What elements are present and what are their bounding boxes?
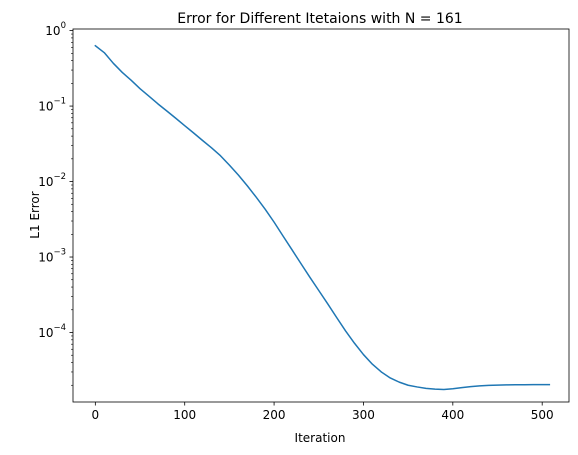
series-line	[94, 44, 551, 391]
x-tick-label: 200	[263, 408, 286, 422]
y-tick-label-base: 10	[38, 100, 53, 114]
x-axis-label: Iteration	[295, 431, 346, 445]
chart-title: Error for Different Itetaions with N = 1…	[177, 11, 462, 27]
plot-frame	[72, 28, 570, 403]
x-tick-label: 500	[531, 408, 554, 422]
y-tick-label: 10−1	[38, 97, 66, 114]
y-tick-label: 100	[45, 21, 66, 38]
x-tick-label: 400	[441, 408, 464, 422]
y-tick-label-base: 10	[38, 326, 53, 340]
x-axis: 0 100 200 300 400 500	[92, 402, 554, 422]
x-tick-label: 300	[352, 408, 375, 422]
plot-area	[94, 44, 551, 391]
y-tick-label-base: 10	[38, 251, 53, 265]
y-tick-label-exponent: −2	[53, 172, 66, 182]
y-tick-label-base: 10	[45, 24, 60, 38]
y-axis-label: L1 Error	[28, 191, 42, 238]
y-tick-label-exponent: −1	[53, 97, 66, 107]
y-tick-label-exponent: −3	[53, 248, 66, 258]
y-tick-label: 10−4	[38, 323, 66, 340]
y-tick-label: 10−3	[38, 248, 66, 265]
y-tick-label-exponent: 0	[61, 21, 66, 31]
x-tick-label: 0	[92, 408, 100, 422]
y-tick-label-base: 10	[38, 175, 53, 189]
x-tick-label: 100	[173, 408, 196, 422]
y-tick-label-exponent: −4	[53, 323, 66, 333]
y-tick-label: 10−2	[38, 172, 66, 189]
